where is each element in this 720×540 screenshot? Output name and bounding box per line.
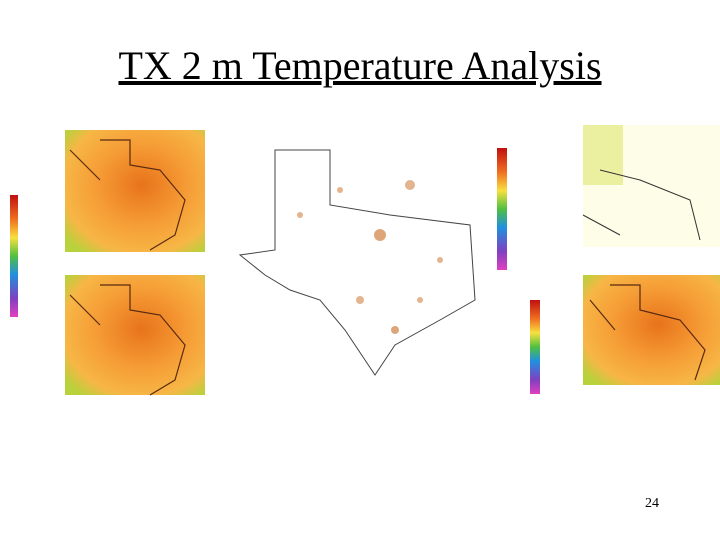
color-bar xyxy=(530,300,540,394)
map xyxy=(583,275,720,385)
color-bar xyxy=(10,195,18,317)
page-number: 24 xyxy=(645,496,659,511)
color-bar xyxy=(497,148,507,270)
slide-title: TX 2 m Temperature Analysis xyxy=(118,43,602,88)
map xyxy=(582,125,720,247)
map xyxy=(65,275,205,396)
map xyxy=(65,130,205,270)
station-map xyxy=(238,149,476,376)
